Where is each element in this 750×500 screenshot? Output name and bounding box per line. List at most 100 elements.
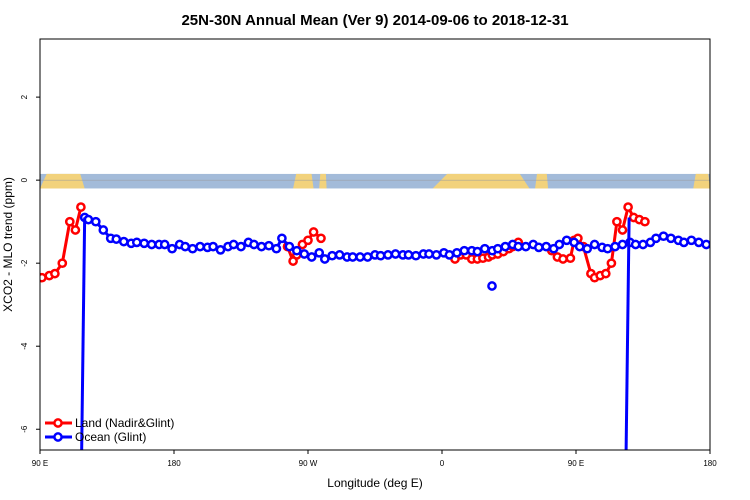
- data-point: [623, 202, 633, 212]
- data-point: [479, 243, 490, 254]
- x-tick-label: 180: [167, 459, 181, 468]
- data-point: [256, 241, 267, 252]
- data-point: [355, 252, 365, 262]
- data-point: [606, 258, 617, 269]
- data-point: [375, 250, 386, 261]
- y-tick-label: -6: [20, 425, 29, 433]
- data-point: [533, 242, 544, 253]
- data-point: [111, 234, 122, 244]
- data-point: [139, 238, 150, 249]
- data-point: [327, 250, 338, 261]
- data-point: [90, 216, 101, 227]
- land-segment-5: [693, 173, 710, 189]
- data-point: [602, 243, 613, 254]
- data-point: [444, 250, 455, 260]
- data-point: [383, 250, 393, 260]
- data-point: [554, 239, 565, 250]
- legend: Land (Nadir&Glint)Ocean (Glint): [45, 416, 174, 444]
- data-point: [299, 249, 310, 259]
- data-point: [308, 227, 319, 237]
- data-point: [362, 252, 373, 262]
- x-tick-label: 90 W: [299, 459, 318, 468]
- data-point: [314, 247, 325, 258]
- data-point: [187, 243, 198, 254]
- series-layer: [40, 202, 710, 450]
- y-axis-ticks: 2 0 -2 -4 -6: [20, 94, 40, 433]
- data-point: [195, 241, 205, 252]
- land-segment-2: [319, 173, 327, 189]
- x-tick-label: 0: [440, 459, 445, 468]
- x-tick-label: 90 E: [568, 459, 584, 468]
- y-tick-label: -4: [20, 342, 29, 350]
- data-point: [57, 258, 68, 269]
- x-axis-ticks: 90 E 180 90 W 0 90 E 180: [32, 450, 717, 468]
- y-tick-label: -2: [20, 259, 29, 267]
- data-point: [630, 239, 641, 250]
- data-point: [600, 268, 611, 279]
- data-point: [146, 239, 157, 250]
- data-point: [403, 250, 414, 260]
- plot-frame: [39, 38, 711, 451]
- x-tick-label: 90 E: [32, 459, 48, 468]
- data-point: [638, 239, 648, 250]
- data-point: [271, 243, 282, 254]
- data-point: [390, 249, 401, 259]
- data-point: [565, 253, 576, 264]
- data-point: [666, 233, 676, 244]
- land-segment-1: [293, 173, 314, 189]
- data-point: [180, 241, 191, 252]
- legend-marker: [53, 418, 63, 428]
- data-point: [679, 237, 689, 248]
- data-point: [610, 241, 620, 252]
- data-point: [316, 233, 326, 244]
- data-point: [520, 241, 531, 252]
- data-point: [492, 243, 503, 254]
- data-point: [617, 239, 628, 250]
- y-tick-label: 2: [20, 94, 29, 99]
- data-point: [582, 243, 593, 254]
- series-clip-group: [40, 202, 710, 450]
- data-point: [561, 235, 572, 246]
- data-point: [431, 250, 442, 260]
- data-point: [513, 241, 524, 252]
- data-point: [589, 239, 600, 250]
- data-point: [277, 233, 287, 244]
- land-segment-3: [432, 173, 530, 189]
- data-point: [228, 239, 239, 250]
- data-point: [574, 241, 585, 252]
- data-point: [159, 239, 170, 250]
- data-point: [319, 254, 330, 264]
- y-tick-label: 0: [20, 177, 29, 182]
- data-point: [693, 237, 704, 248]
- data-point: [541, 241, 552, 252]
- data-point: [40, 272, 47, 283]
- data-point: [291, 245, 302, 256]
- y-axis-label: XCO2 - MLO trend (ppm): [1, 177, 15, 312]
- data-point: [284, 241, 295, 252]
- data-point: [98, 225, 109, 235]
- data-point-outlier: [487, 281, 497, 291]
- land-ocean-mask: [40, 173, 710, 189]
- data-point: [334, 250, 345, 260]
- land-segment-0: [40, 173, 85, 189]
- data-point: [236, 241, 246, 252]
- data-point: [472, 246, 483, 257]
- data-point: [452, 247, 462, 258]
- legend-label: Land (Nadir&Glint): [75, 416, 174, 430]
- data-point: [76, 202, 86, 212]
- data-point: [303, 235, 313, 246]
- ocean-drop-line-west: [80, 217, 87, 450]
- land-segment-4: [535, 173, 549, 189]
- data-point: [651, 233, 661, 244]
- data-point: [500, 241, 511, 252]
- data-point: [617, 225, 628, 235]
- legend-marker: [53, 432, 63, 442]
- data-point: [640, 216, 650, 227]
- data-point: [64, 216, 75, 227]
- data-point: [118, 236, 129, 247]
- x-axis-label: Longitude (deg E): [327, 476, 422, 490]
- data-point: [459, 245, 470, 256]
- data-point: [70, 225, 81, 235]
- data-point: [50, 268, 60, 279]
